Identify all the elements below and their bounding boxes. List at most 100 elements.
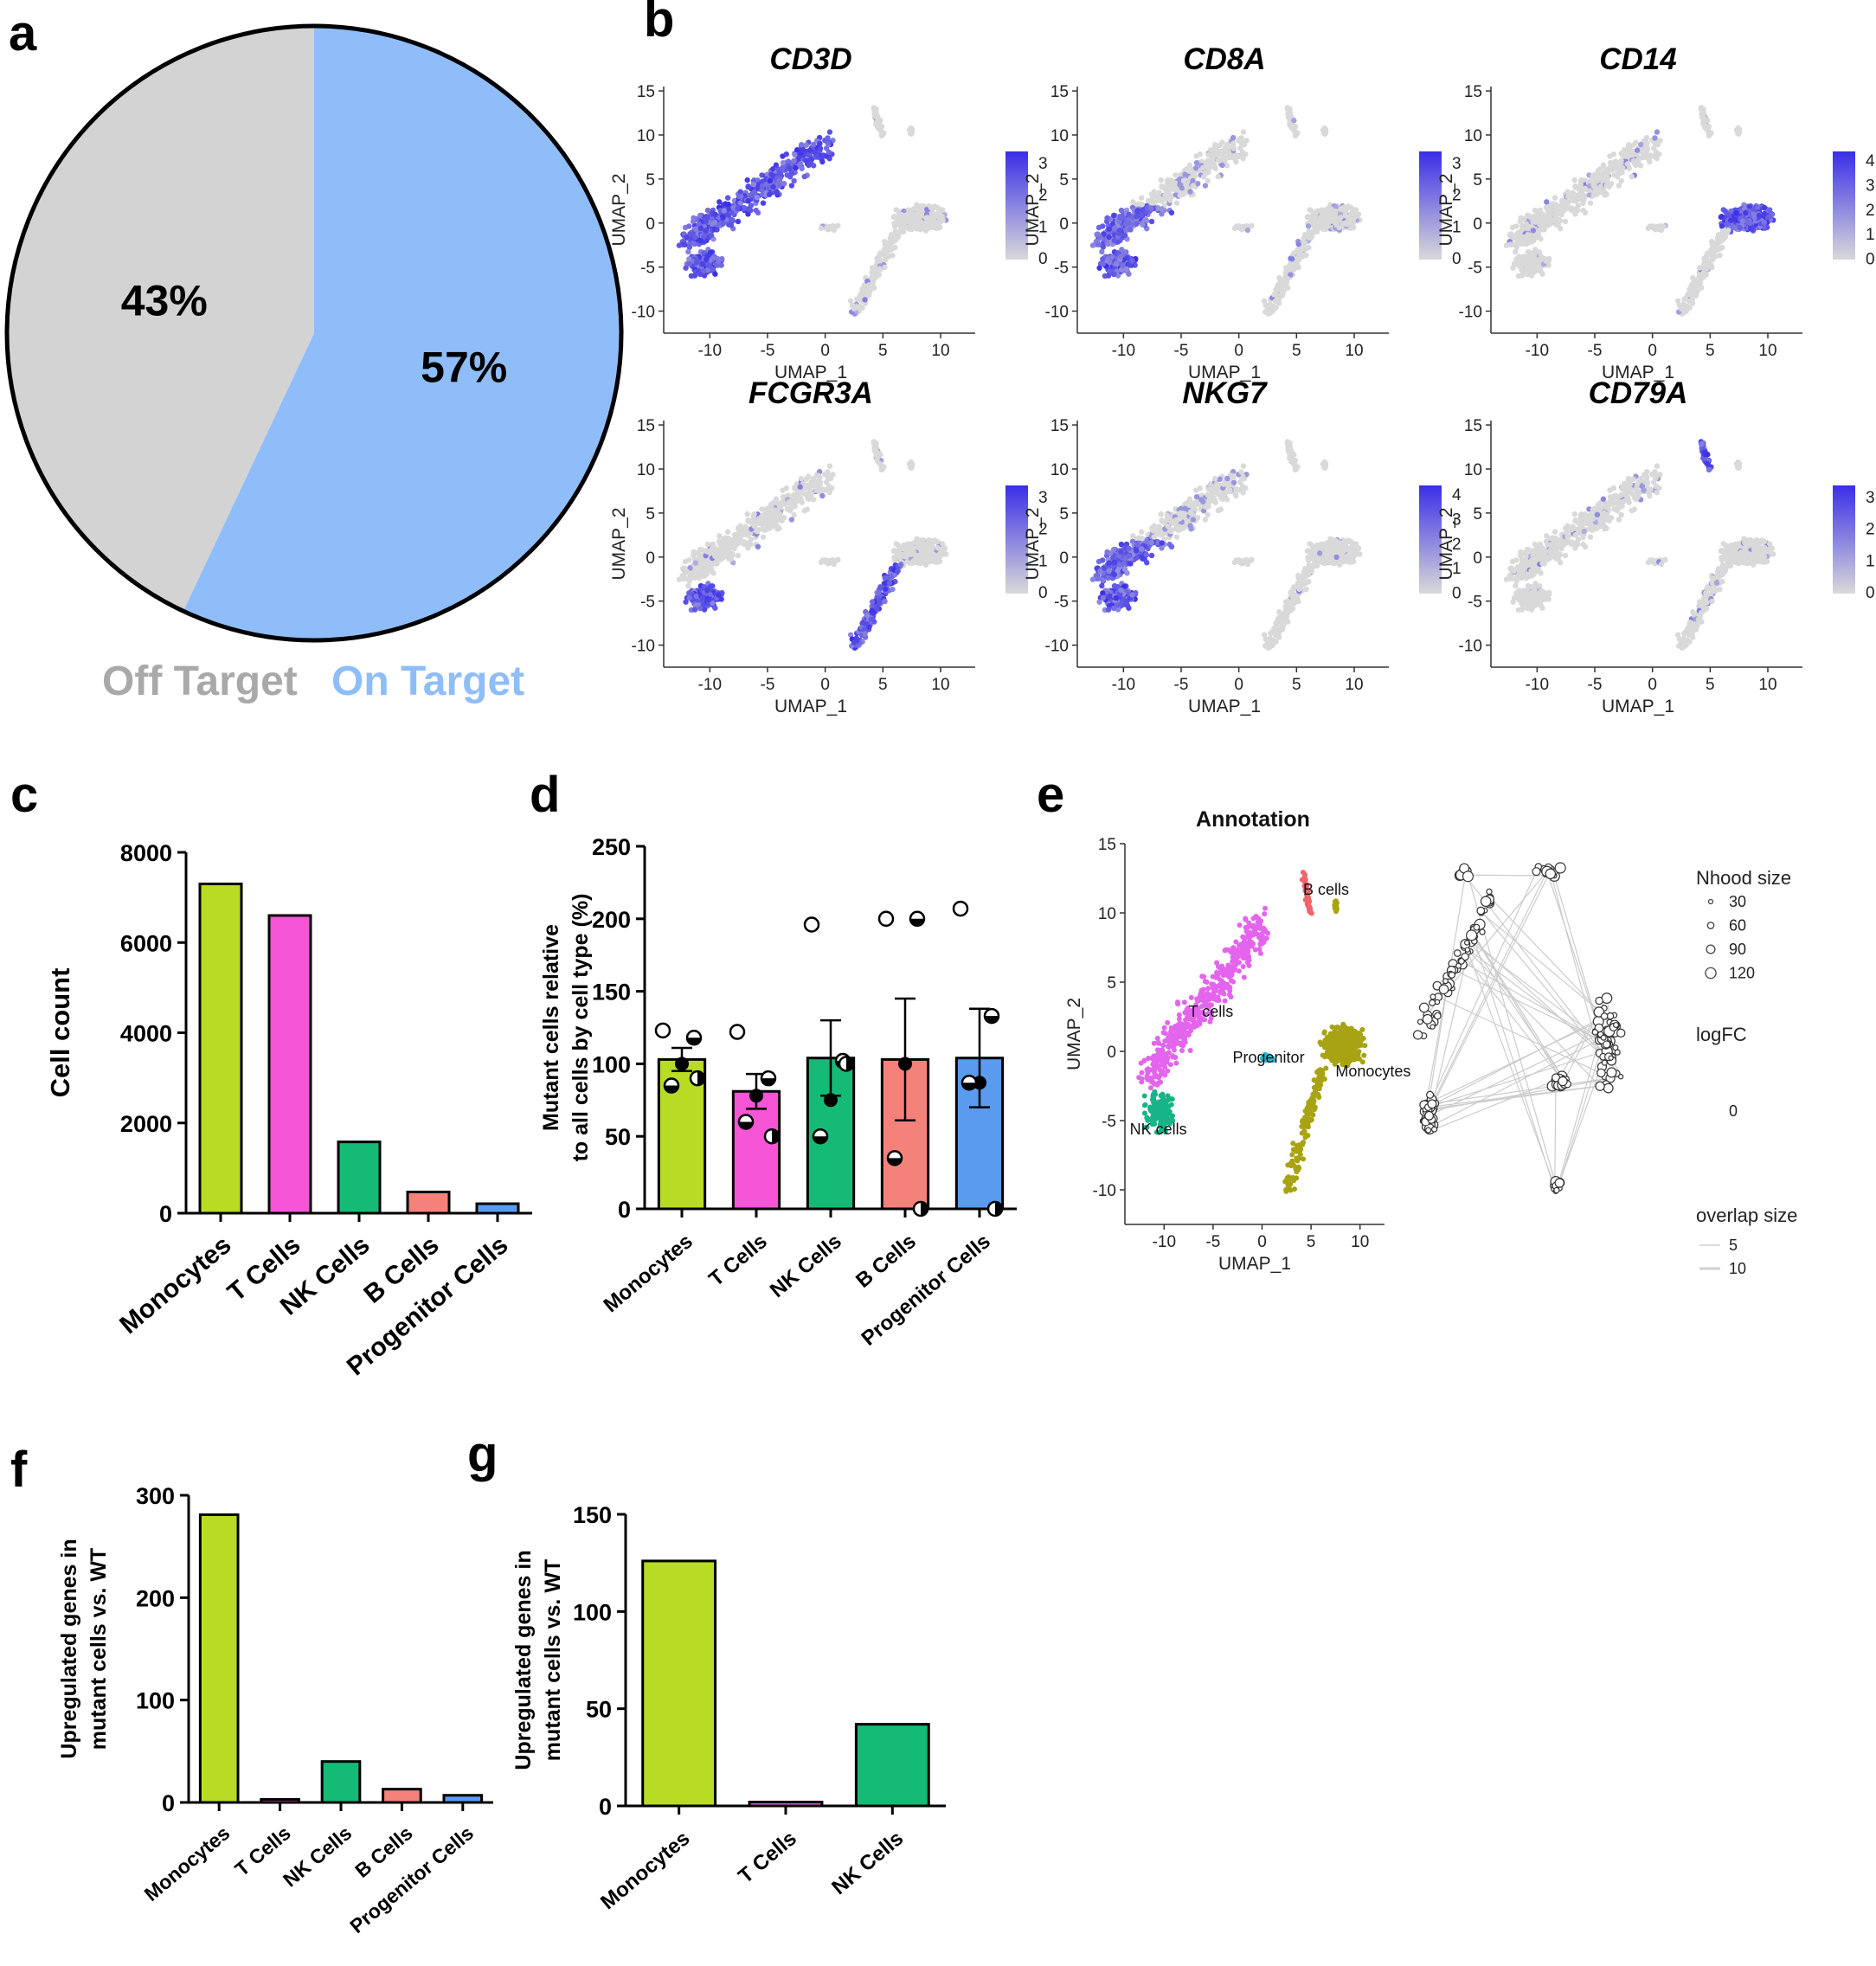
umap-cell [808,156,815,163]
umap-cell [712,553,718,559]
umap-cell [712,211,718,217]
umap-cell [1128,227,1134,233]
umap-cell [793,164,799,171]
umap-cell [906,209,912,216]
umap-cell [1755,204,1761,210]
umap-cell [1197,151,1203,157]
umap-cell [783,485,789,492]
umap-cell [1687,285,1693,292]
umap-cell [1618,157,1624,164]
umap-cell [886,246,893,252]
umap-cell [788,504,795,510]
umap-cell [1159,183,1165,190]
y-tick-label: 0 [1059,215,1069,234]
umap-cell [708,232,715,239]
umap-cell [1747,220,1753,227]
umap-cell [1703,256,1709,262]
umap-cell [868,282,875,289]
umap-cell [1295,264,1301,271]
umap-cell [825,135,831,141]
umap-cell [1341,204,1347,210]
umap-cell [691,273,698,279]
umap-cell [676,242,683,248]
umap-cell [788,183,795,189]
umap-cell [877,118,883,124]
umap-cell [1518,215,1524,222]
umap-cell [916,210,922,216]
y-tick-label: 10 [637,127,655,145]
umap-cell [697,571,704,578]
y-tick-label: -10 [632,304,655,322]
y-tick-label: -5 [640,260,655,278]
umap-cell [876,256,882,262]
umap-cell [704,267,711,273]
umap-cell [755,209,761,216]
umap-cell [1698,275,1705,282]
umap-cell [783,151,789,157]
umap-cell [776,183,782,189]
colorbar-label: 4 [1866,152,1875,170]
umap-cell [1290,126,1296,132]
y-tick-label: -5 [1468,260,1482,278]
umap-cell [1633,162,1639,169]
umap-cell [798,475,805,482]
umap-cell [754,194,761,201]
umap-cell [1600,162,1607,168]
umap-cell [935,210,941,217]
umap-cell [797,495,804,501]
umap-cell [1282,265,1289,271]
umap-cell [1509,241,1515,247]
umap-cell [692,560,699,566]
umap-cell [1211,150,1217,156]
umap-cell [682,575,688,581]
umap-cell [1186,162,1193,168]
umap-cells [676,105,949,317]
umap-cell [817,145,824,151]
umap-cell [1743,210,1749,216]
umap-cell [712,605,718,611]
umap-cell [1699,106,1705,113]
panel-label-a: a [9,5,37,61]
umap-cell [1097,234,1103,241]
umap-cell [776,511,782,518]
umap-cell [939,207,946,213]
umap-cell [693,259,700,266]
umap-cell [1624,150,1630,156]
umap-cell [1594,191,1600,197]
umap-cell [806,147,813,153]
umap-cell [1113,260,1119,267]
umap-cell [1234,152,1240,158]
umap-cell [792,485,798,492]
umap-cell [683,265,689,271]
umap-cell [738,193,744,200]
umap-cell [1292,132,1299,139]
umap-cell [760,534,767,540]
umap-cell [1620,164,1626,171]
umap-cell [699,260,705,267]
umap-cell [906,127,913,133]
umap-cell [686,243,692,249]
pie-chart-panel: 57%43%Off Target On Target [4,23,624,704]
umap-cell [878,132,885,139]
umap-cell [1571,177,1577,183]
umap-cell [1572,198,1578,204]
umap-cell [882,241,888,247]
umap-cell [701,250,707,256]
umap-cell [1134,221,1140,227]
umap-cell [699,594,705,601]
panel-label-d: d [530,767,560,823]
umap-cell [1645,225,1652,232]
pie-percent-label: 57% [421,344,507,392]
umap-cell [819,492,826,499]
panel-label-g: g [467,1426,498,1482]
umap-cell [1100,260,1106,267]
umap-cell [720,221,726,227]
umap-cell [898,228,904,234]
umap-cells [676,439,949,651]
umap-cell [1614,164,1620,170]
umap-cell [1320,127,1327,133]
umap-cell [1110,212,1117,219]
umap-cell [1190,170,1197,177]
umap-cell [704,207,711,214]
